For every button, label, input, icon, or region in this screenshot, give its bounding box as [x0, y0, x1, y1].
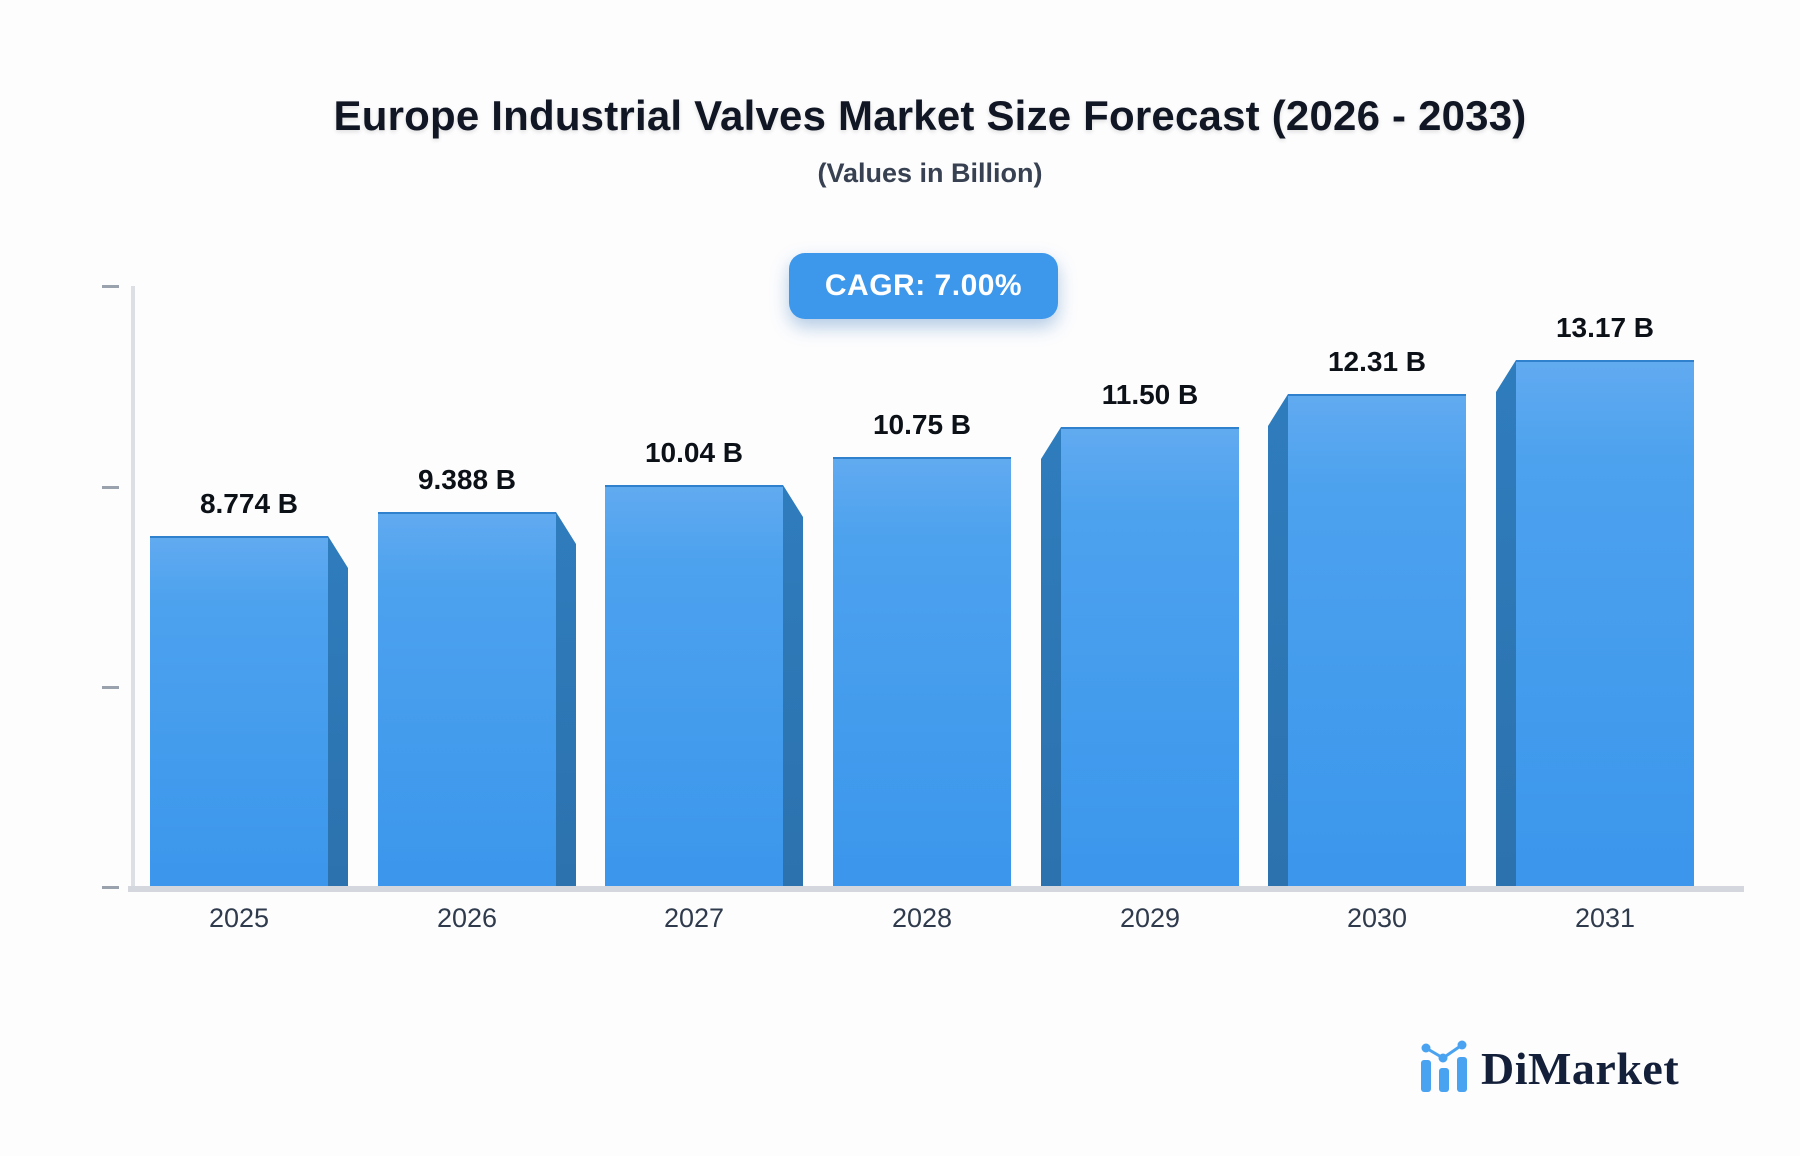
brand-name: DiMarket — [1481, 1043, 1680, 1094]
bar-2028 — [833, 457, 1011, 888]
y-tick-mark — [102, 686, 119, 689]
bar-2030 — [1288, 394, 1466, 888]
y-tick-mark — [102, 285, 119, 288]
x-label-2027: 2027 — [663, 903, 725, 933]
x-label-2031: 2031 — [1574, 903, 1636, 933]
x-label-2029: 2029 — [1119, 903, 1181, 933]
bar-2029 — [1061, 427, 1239, 888]
bar-2029-side — [1041, 427, 1061, 888]
x-label-2030: 2030 — [1346, 903, 1408, 933]
bar-value-label: 10.04 B — [644, 437, 744, 468]
bar-value-label: 12.31 B — [1327, 346, 1427, 377]
x-label-2028: 2028 — [891, 903, 953, 933]
bar-2030-side — [1268, 394, 1288, 888]
bar-value-label: 11.50 B — [1101, 379, 1199, 410]
chart-header: Europe Industrial Valves Market Size For… — [50, 92, 1800, 189]
bar-2027 — [605, 485, 783, 888]
x-label-2026: 2026 — [436, 903, 498, 933]
x-label-2025: 2025 — [208, 903, 270, 933]
brand-logo: DiMarket — [1421, 1040, 1679, 1092]
y-axis-line — [131, 286, 135, 890]
bar-2025 — [150, 536, 328, 888]
bar-2027-side — [783, 485, 803, 888]
cagr-badge: CAGR: 7.00% — [789, 253, 1058, 319]
brand-chart-icon — [1421, 1040, 1467, 1092]
bar-2031 — [1516, 360, 1694, 888]
chart-subtitle: (Values in Billion) — [817, 158, 1043, 188]
bar-value-label: 9.388 B — [417, 464, 517, 495]
y-tick-mark — [102, 886, 119, 889]
bar-value-label: 10.75 B — [872, 409, 972, 440]
bar-value-label: 13.17 B — [1555, 312, 1655, 343]
bar-value-label: 8.774 B — [199, 488, 299, 519]
chart-title: Europe Industrial Valves Market Size For… — [333, 92, 1527, 139]
bar-2026-side — [556, 512, 576, 888]
bar-2025-side — [328, 536, 348, 888]
cagr-badge-label: CAGR: 7.00% — [824, 269, 1023, 302]
bar-2026 — [378, 512, 556, 888]
y-tick-mark — [102, 486, 119, 489]
bar-2031-side — [1496, 360, 1516, 888]
x-axis-line — [128, 886, 1744, 892]
